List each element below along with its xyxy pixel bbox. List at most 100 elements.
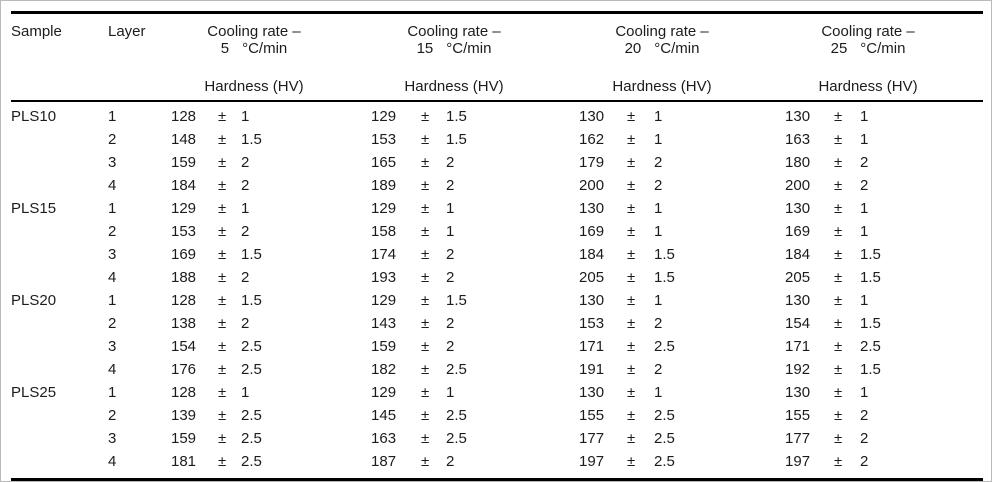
hardness-value-cell: 143 bbox=[371, 315, 397, 332]
hardness-value-cell: 188 bbox=[171, 269, 197, 286]
cooling-rate-title: Cooling rate – bbox=[407, 23, 501, 40]
plus-minus-cell: ± bbox=[834, 430, 843, 447]
hardness-error-cell: 2.5 bbox=[446, 361, 467, 378]
sample-cell: PLS10 bbox=[11, 108, 57, 125]
hardness-value-cell: 189 bbox=[371, 177, 397, 194]
plus-minus-cell: ± bbox=[421, 200, 430, 217]
table-row: PLS10 1 128 ±1 129 ±1.5 130 ±1 130 ±1 bbox=[11, 101, 983, 128]
hardness-value-cell: 176 bbox=[171, 361, 197, 378]
hardness-value-cell: 130 bbox=[579, 384, 605, 401]
hardness-error-cell: 1.5 bbox=[241, 131, 262, 148]
hardness-value-cell: 139 bbox=[171, 407, 197, 424]
hardness-value-cell: 130 bbox=[785, 200, 811, 217]
hardness-value-cell: 192 bbox=[785, 361, 811, 378]
hardness-value-cell: 128 bbox=[171, 292, 197, 309]
hardness-value-cell: 182 bbox=[371, 361, 397, 378]
hardness-value-cell: 169 bbox=[171, 246, 197, 263]
plus-minus-cell: ± bbox=[627, 223, 636, 240]
table-row: 4 188 ±2 193 ±2 205 ±1.5 205 ±1.5 bbox=[11, 266, 983, 289]
hardness-value-cell: 130 bbox=[579, 200, 605, 217]
hardness-error-cell: 1 bbox=[654, 131, 663, 148]
hardness-error-cell: 2 bbox=[241, 269, 250, 286]
hardness-value-cell: 129 bbox=[371, 292, 397, 309]
hardness-error-cell: 2 bbox=[446, 453, 455, 470]
cooling-rate-unit: °C/min bbox=[654, 40, 700, 57]
hardness-table: Sample Layer Cooling rate – 5 °C/min bbox=[11, 14, 984, 473]
hardness-value-cell: 200 bbox=[579, 177, 605, 194]
hardness-error-cell: 2 bbox=[446, 269, 455, 286]
plus-minus-cell: ± bbox=[627, 338, 636, 355]
cooling-rate-25-header: Cooling rate – 25 °C/min bbox=[785, 14, 983, 67]
sample-cell bbox=[11, 220, 108, 243]
hardness-value-cell: 165 bbox=[371, 154, 397, 171]
hardness-value-cell: 130 bbox=[785, 384, 811, 401]
sample-cell bbox=[11, 358, 108, 381]
hardness-value-cell: 205 bbox=[785, 269, 811, 286]
hardness-value-cell: 193 bbox=[371, 269, 397, 286]
plus-minus-cell: ± bbox=[421, 269, 430, 286]
hardness-value-cell: 177 bbox=[579, 430, 605, 447]
plus-minus-cell: ± bbox=[218, 453, 227, 470]
plus-minus-cell: ± bbox=[627, 246, 636, 263]
sample-cell bbox=[11, 335, 108, 358]
hardness-error-cell: 1 bbox=[860, 384, 869, 401]
sample-cell bbox=[11, 450, 108, 473]
plus-minus-cell: ± bbox=[421, 177, 430, 194]
hardness-error-cell: 1 bbox=[860, 108, 869, 125]
plus-minus-cell: ± bbox=[218, 292, 227, 309]
table-header: Sample Layer Cooling rate – 5 °C/min bbox=[11, 14, 984, 102]
plus-minus-cell: ± bbox=[218, 315, 227, 332]
layer-cell: 4 bbox=[108, 453, 117, 470]
hardness-value-cell: 159 bbox=[371, 338, 397, 355]
hardness-value-cell: 158 bbox=[371, 223, 397, 240]
plus-minus-cell: ± bbox=[627, 154, 636, 171]
plus-minus-cell: ± bbox=[627, 384, 636, 401]
layer-cell: 3 bbox=[108, 154, 117, 171]
hardness-value-cell: 184 bbox=[579, 246, 605, 263]
plus-minus-cell: ± bbox=[834, 269, 843, 286]
table-row: 4 181 ±2.5 187 ±2 197 ±2.5 197 ±2 bbox=[11, 450, 983, 473]
cooling-rate-unit: °C/min bbox=[242, 40, 288, 57]
hardness-value-cell: 154 bbox=[785, 315, 811, 332]
table-row: 2 153 ±2 158 ±1 169 ±1 169 ±1 bbox=[11, 220, 983, 243]
sample-cell bbox=[11, 404, 108, 427]
hardness-error-cell: 1 bbox=[654, 108, 663, 125]
plus-minus-cell: ± bbox=[834, 384, 843, 401]
hardness-value-cell: 155 bbox=[579, 407, 605, 424]
hardness-value-cell: 181 bbox=[171, 453, 197, 470]
hardness-error-cell: 1 bbox=[654, 384, 663, 401]
hardness-subheader-1: Hardness (HV) bbox=[171, 67, 372, 102]
hardness-value-cell: 191 bbox=[579, 361, 605, 378]
layer-cell: 4 bbox=[108, 269, 117, 286]
hardness-error-cell: 1 bbox=[241, 200, 250, 217]
hardness-error-cell: 2 bbox=[654, 177, 663, 194]
layer-cell: 3 bbox=[108, 430, 117, 447]
hardness-error-cell: 1 bbox=[446, 223, 455, 240]
plus-minus-cell: ± bbox=[627, 361, 636, 378]
plus-minus-cell: ± bbox=[218, 131, 227, 148]
sample-cell bbox=[11, 174, 108, 197]
hardness-value-cell: 184 bbox=[171, 177, 197, 194]
hardness-value-cell: 145 bbox=[371, 407, 397, 424]
hardness-error-cell: 2.5 bbox=[654, 338, 675, 355]
plus-minus-cell: ± bbox=[421, 338, 430, 355]
layer-cell: 2 bbox=[108, 315, 117, 332]
layer-cell: 1 bbox=[108, 384, 117, 401]
cooling-rate-value: 25 bbox=[830, 40, 848, 57]
hardness-error-cell: 2.5 bbox=[241, 361, 262, 378]
table-row: PLS25 1 128 ±1 129 ±1 130 ±1 130 ±1 bbox=[11, 381, 983, 404]
plus-minus-cell: ± bbox=[627, 108, 636, 125]
hardness-error-cell: 2 bbox=[860, 177, 869, 194]
hardness-error-cell: 1.5 bbox=[446, 292, 467, 309]
table-row: 3 154 ±2.5 159 ±2 171 ±2.5 171 ±2.5 bbox=[11, 335, 983, 358]
plus-minus-cell: ± bbox=[834, 177, 843, 194]
hardness-value-cell: 197 bbox=[785, 453, 811, 470]
sample-cell bbox=[11, 266, 108, 289]
hardness-value-cell: 130 bbox=[579, 108, 605, 125]
plus-minus-cell: ± bbox=[834, 246, 843, 263]
plus-minus-cell: ± bbox=[834, 223, 843, 240]
plus-minus-cell: ± bbox=[834, 453, 843, 470]
sample-cell bbox=[11, 427, 108, 450]
hardness-error-cell: 2 bbox=[654, 315, 663, 332]
